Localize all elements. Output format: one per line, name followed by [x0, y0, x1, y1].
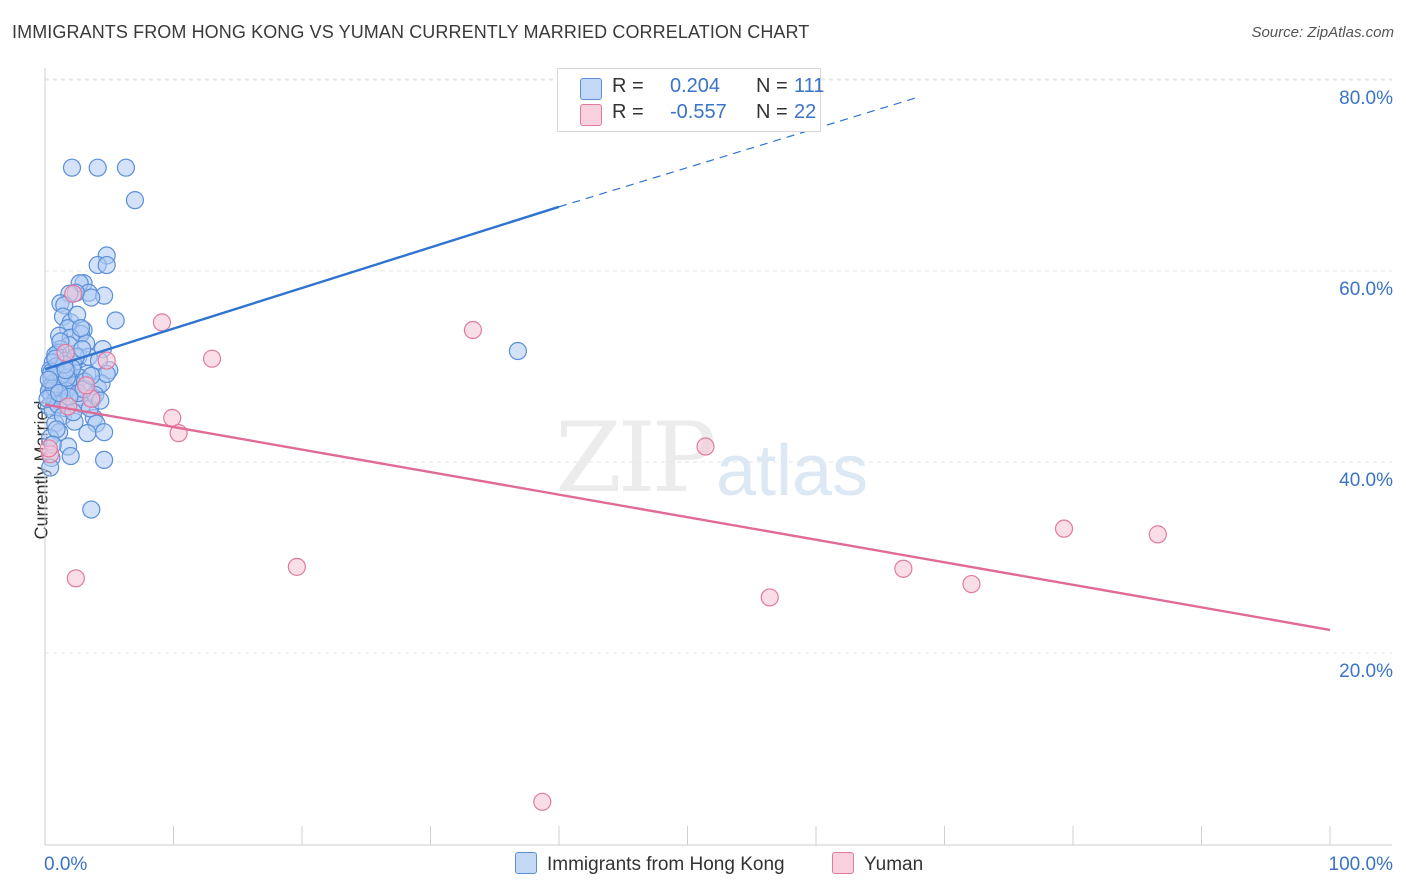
- series-hong-kong-points: [38, 158, 527, 519]
- bottom-legend-label-blue: Immigrants from Hong Kong: [547, 854, 785, 875]
- data-point-hong-kong: [47, 420, 66, 439]
- legend-r-value: 0.204: [670, 75, 721, 97]
- bottom-legend-blue: Immigrants from Hong Kong: [515, 852, 785, 876]
- x-tick-label-max: 100.0%: [1329, 854, 1394, 875]
- data-point-yuman: [97, 351, 116, 370]
- chart-title: IMMIGRANTS FROM HONG KONG VS YUMAN CURRE…: [12, 22, 810, 42]
- data-point-yuman: [64, 284, 83, 303]
- x-tick-label-min: 0.0%: [44, 854, 87, 875]
- trend-lines: [44, 96, 1331, 632]
- data-point-hong-kong: [71, 319, 91, 338]
- trend-line-hong-kong: [44, 205, 560, 371]
- data-point-yuman: [39, 439, 58, 458]
- axes: [44, 68, 1392, 846]
- legend-n-value: 111: [794, 75, 825, 97]
- source-label: Source: ZipAtlas.com: [1251, 24, 1394, 41]
- data-point-yuman: [1054, 519, 1074, 538]
- legend-n-label: N =: [756, 75, 788, 97]
- series-yuman-points: [39, 284, 1167, 811]
- legend-swatch-blue: [580, 78, 602, 100]
- data-point-yuman: [287, 557, 306, 576]
- data-point-hong-kong: [95, 450, 114, 469]
- data-point-yuman: [463, 320, 483, 340]
- bottom-legend-swatch-blue: [515, 852, 537, 874]
- trend-line-hong-kong-extension: [558, 96, 919, 208]
- data-point-yuman: [163, 408, 182, 427]
- data-point-hong-kong: [39, 370, 58, 389]
- bottom-legend-swatch-pink: [832, 852, 854, 874]
- y-tick-label: 20.0%: [1339, 661, 1393, 682]
- data-point-yuman: [962, 574, 981, 594]
- data-point-hong-kong: [125, 191, 145, 210]
- data-point-hong-kong: [106, 311, 125, 330]
- bottom-legend-label-pink: Yuman: [864, 854, 924, 875]
- legend-r-label: R =: [612, 101, 644, 123]
- legend-r-label: R =: [612, 75, 644, 97]
- legend-swatch-pink: [580, 104, 602, 126]
- grid-lines: [45, 78, 1392, 654]
- y-tick-label: 80.0%: [1339, 88, 1393, 109]
- legend-n-label: N =: [756, 101, 788, 123]
- data-point-hong-kong: [95, 423, 114, 442]
- tick-labels: 20.0% 40.0% 60.0% 80.0% 0.0% 100.0%: [44, 88, 1393, 875]
- data-point-yuman: [202, 349, 222, 368]
- data-point-yuman: [152, 313, 172, 332]
- data-point-hong-kong: [116, 158, 136, 177]
- legend-n-value: 22: [794, 101, 817, 123]
- trend-line-yuman: [44, 403, 1331, 632]
- data-point-hong-kong: [508, 341, 527, 361]
- y-tick-label: 60.0%: [1339, 279, 1393, 300]
- watermark-zip: ZIP: [555, 402, 716, 514]
- bottom-legend-pink: Yuman: [832, 852, 923, 876]
- data-point-yuman: [77, 376, 96, 395]
- y-tick-label: 40.0%: [1339, 470, 1393, 491]
- data-point-hong-kong: [82, 500, 101, 519]
- data-point-yuman: [533, 792, 552, 811]
- data-point-yuman: [66, 569, 85, 588]
- data-point-hong-kong: [62, 158, 82, 177]
- correlation-legend: R = 0.204 N = 111 R = -0.557 N = 22: [557, 68, 825, 132]
- data-point-yuman: [56, 343, 75, 363]
- data-point-yuman: [760, 588, 779, 607]
- legend-r-value: -0.557: [670, 101, 727, 123]
- watermark-atlas: atlas: [716, 431, 869, 511]
- data-point-hong-kong: [61, 446, 80, 466]
- data-point-hong-kong: [88, 158, 107, 177]
- data-point-yuman: [894, 559, 913, 578]
- data-point-hong-kong: [97, 255, 116, 275]
- data-point-hong-kong: [50, 383, 69, 403]
- data-point-hong-kong: [82, 288, 101, 307]
- data-point-yuman: [696, 437, 715, 456]
- data-point-yuman: [1148, 525, 1167, 544]
